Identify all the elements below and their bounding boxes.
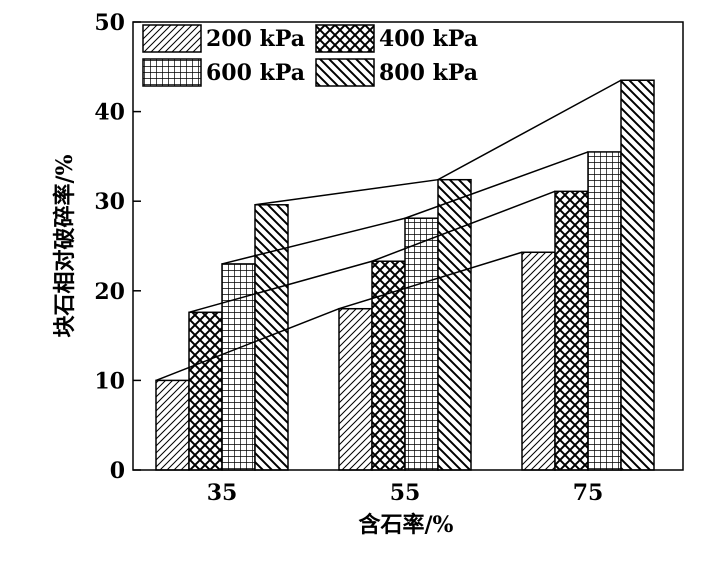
x-tick-label: 35 [207, 480, 238, 506]
bar [155, 379, 190, 471]
bars-layer [155, 79, 655, 471]
y-tick-label: 50 [94, 10, 125, 36]
y-tick-label: 40 [94, 100, 125, 126]
y-axis-ticks: 0 10 20 30 40 50 [94, 10, 141, 484]
legend-label: 400 kPa [379, 26, 478, 52]
trend-line [188, 190, 556, 314]
legend: 200 kPa 400 kPa 600 kPa 800 kPa [142, 24, 478, 87]
trend-line [254, 79, 622, 206]
y-tick-label: 10 [94, 368, 125, 394]
plot-frame [132, 21, 684, 471]
x-axis-ticks: 35 55 75 [207, 480, 604, 506]
trend-lines [155, 79, 622, 382]
bar [254, 204, 289, 471]
legend-swatch [315, 24, 375, 53]
x-tick-label: 75 [573, 480, 604, 506]
bar [404, 217, 439, 471]
legend-swatch [142, 58, 202, 87]
legend-swatch [315, 58, 375, 87]
x-tick-label: 55 [390, 480, 421, 506]
legend-item: 200 kPa [142, 24, 305, 53]
y-tick-label: 20 [94, 279, 125, 305]
bar [188, 311, 223, 471]
axes [132, 21, 684, 471]
y-tick-label: 0 [110, 458, 125, 484]
x-axis-title: 含石率/% [359, 512, 454, 538]
trend-line [155, 251, 523, 382]
bar [371, 260, 406, 471]
y-axis-title: 块石相对破碎率/% [52, 154, 78, 337]
legend-label: 800 kPa [379, 60, 478, 86]
bar [554, 190, 589, 471]
legend-swatch [142, 24, 202, 53]
legend-item: 400 kPa [315, 24, 478, 53]
bar [437, 178, 472, 471]
legend-item: 800 kPa [315, 58, 478, 87]
legend-label: 600 kPa [206, 60, 305, 86]
legend-item: 600 kPa [142, 58, 305, 87]
bar [338, 307, 373, 471]
bar [587, 151, 622, 471]
bar [521, 251, 556, 471]
bar [620, 79, 655, 471]
trend-line [221, 151, 589, 265]
legend-label: 200 kPa [206, 26, 305, 52]
y-tick-label: 30 [94, 189, 125, 215]
